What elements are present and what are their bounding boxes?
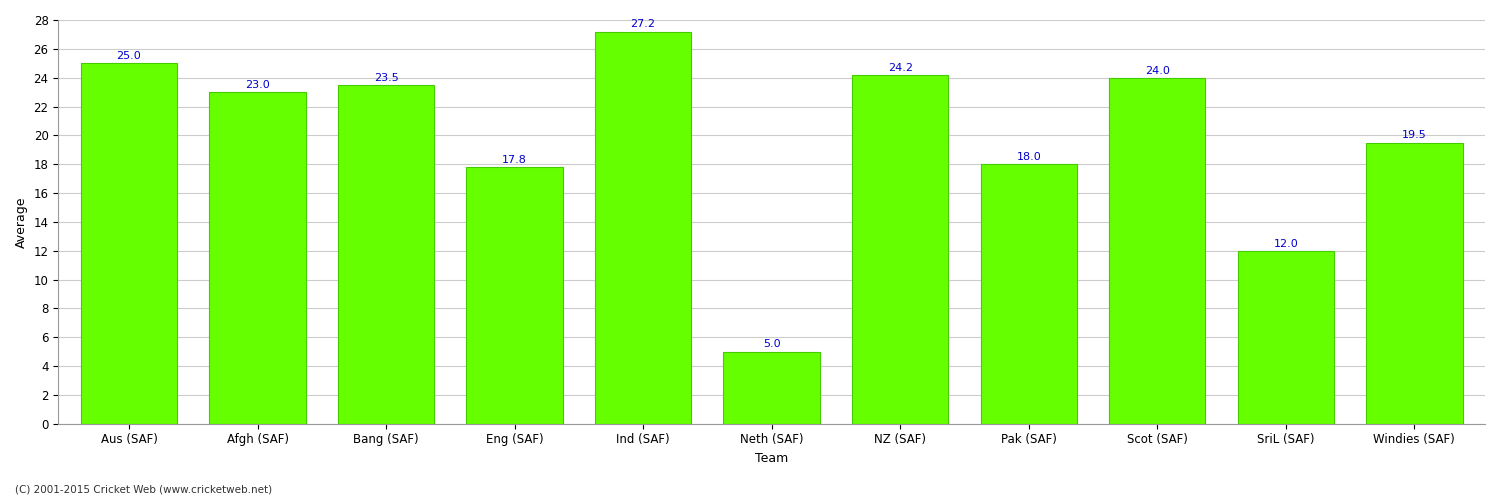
Text: (C) 2001-2015 Cricket Web (www.cricketweb.net): (C) 2001-2015 Cricket Web (www.cricketwe… (15, 485, 272, 495)
Y-axis label: Average: Average (15, 196, 28, 248)
Bar (338, 85, 433, 423)
Bar (981, 164, 1077, 423)
Bar (466, 167, 562, 423)
Bar (852, 75, 948, 424)
Text: 19.5: 19.5 (1402, 130, 1426, 140)
Bar (1238, 250, 1334, 424)
X-axis label: Team: Team (754, 452, 789, 465)
Bar (723, 352, 821, 424)
Text: 12.0: 12.0 (1274, 238, 1298, 248)
Bar (596, 32, 692, 424)
Bar (1366, 142, 1462, 424)
Text: 24.0: 24.0 (1144, 66, 1170, 76)
Text: 18.0: 18.0 (1017, 152, 1041, 162)
Bar (81, 64, 177, 424)
Text: 23.0: 23.0 (244, 80, 270, 90)
Text: 25.0: 25.0 (117, 51, 141, 61)
Text: 17.8: 17.8 (503, 155, 526, 165)
Text: 27.2: 27.2 (630, 20, 656, 30)
Text: 5.0: 5.0 (764, 340, 780, 349)
Text: 23.5: 23.5 (374, 72, 399, 83)
Bar (210, 92, 306, 424)
Text: 24.2: 24.2 (888, 62, 912, 72)
Bar (1108, 78, 1206, 424)
